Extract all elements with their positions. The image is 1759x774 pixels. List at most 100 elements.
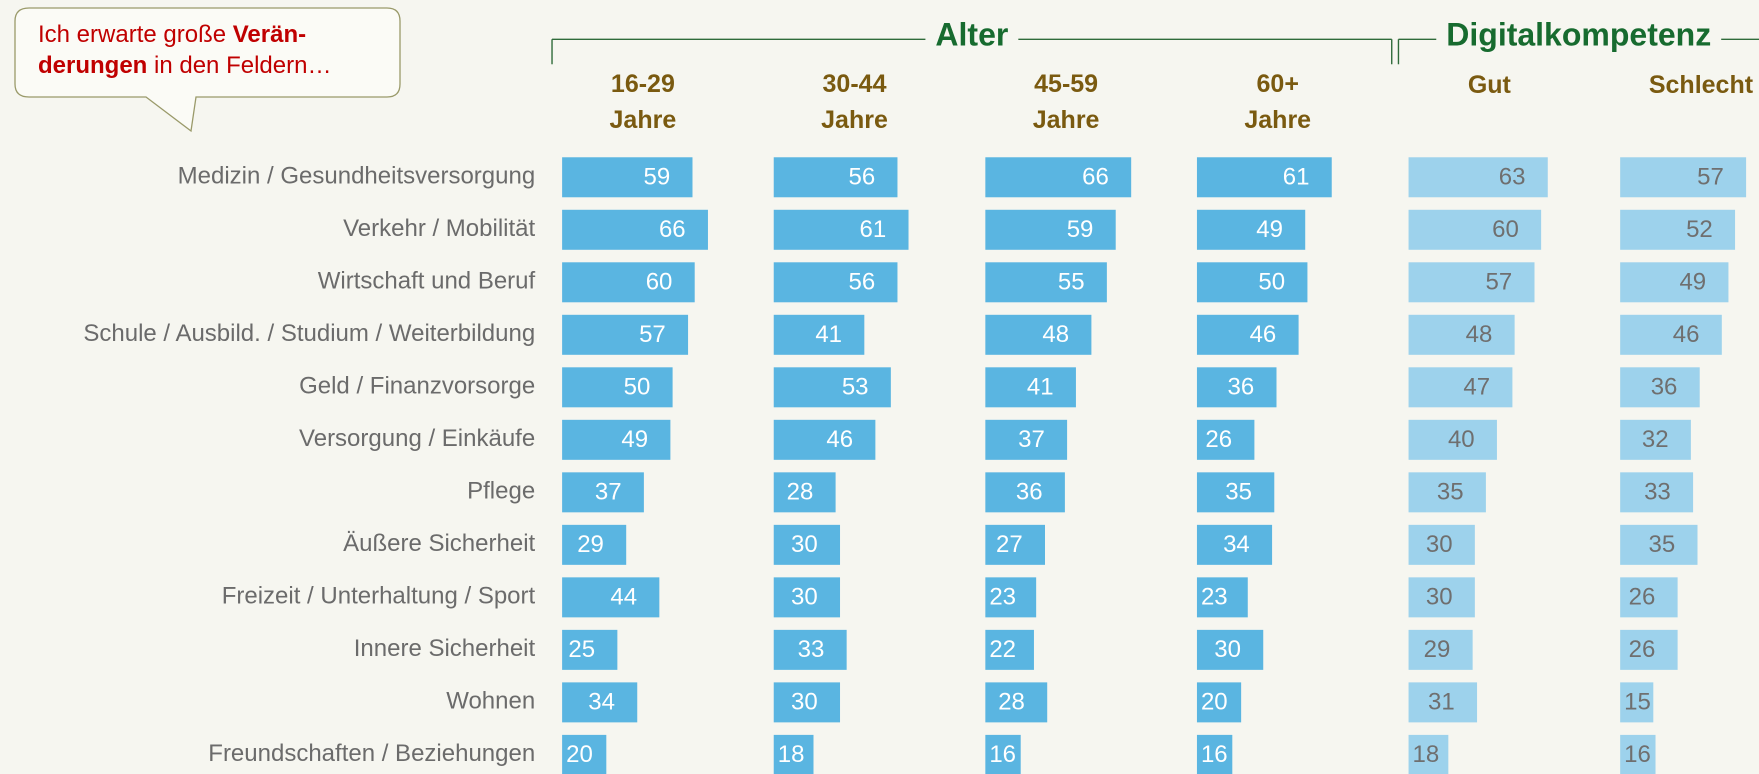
bar — [1196, 209, 1306, 250]
value-label: 16 — [1624, 741, 1651, 768]
callout-text: derungen — [38, 52, 147, 79]
bar — [562, 734, 607, 774]
value-label: 37 — [595, 479, 622, 506]
bar — [773, 419, 876, 460]
category-label: Wirtschaft und Beruf — [318, 268, 536, 295]
bar — [562, 419, 671, 460]
callout-text: Verän- — [233, 21, 306, 48]
bar — [985, 419, 1068, 460]
value-label: 29 — [1424, 636, 1451, 663]
bar — [562, 472, 644, 513]
value-label: 35 — [1225, 479, 1252, 506]
value-label: 46 — [826, 426, 853, 453]
value-label: 34 — [588, 689, 615, 716]
value-label: 66 — [1082, 164, 1109, 191]
bar — [985, 209, 1116, 250]
value-label: 49 — [1679, 269, 1706, 296]
bar — [985, 734, 1021, 774]
callout-text: Ich erwarte große — [38, 21, 233, 48]
value-label: 59 — [1067, 216, 1094, 243]
value-label: 60 — [1492, 216, 1519, 243]
value-label: 26 — [1205, 426, 1232, 453]
value-label: 50 — [624, 374, 651, 401]
value-label: 61 — [1283, 164, 1310, 191]
bar — [1620, 524, 1698, 565]
value-label: 18 — [1413, 741, 1440, 768]
bar — [985, 629, 1034, 670]
value-label: 28 — [787, 479, 814, 506]
bar — [1408, 262, 1535, 303]
bar — [773, 262, 898, 303]
value-label: 33 — [1644, 479, 1671, 506]
value-label: 26 — [1629, 636, 1656, 663]
bar — [1408, 157, 1548, 198]
category-label: Medizin / Gesundheitsversorgung — [178, 163, 536, 190]
value-label: 36 — [1651, 374, 1678, 401]
value-label: 41 — [815, 321, 842, 348]
bar — [562, 314, 689, 355]
value-label: 18 — [778, 741, 805, 768]
value-label: 46 — [1673, 321, 1700, 348]
bar — [1408, 629, 1473, 670]
bar — [985, 524, 1046, 565]
value-label: 63 — [1499, 164, 1526, 191]
category-label: Wohnen — [446, 688, 535, 715]
bar — [562, 157, 693, 198]
bar — [1196, 262, 1308, 303]
value-label: 34 — [1223, 531, 1250, 558]
value-label: 48 — [1042, 321, 1069, 348]
bar — [1196, 314, 1299, 355]
bar — [1196, 629, 1264, 670]
bar — [562, 682, 638, 723]
value-label: 52 — [1686, 216, 1713, 243]
value-label: 22 — [989, 636, 1016, 663]
group-title: Digitalkompetenz — [1446, 16, 1711, 52]
bar — [562, 629, 618, 670]
bar — [562, 577, 660, 618]
value-label: 60 — [646, 269, 673, 296]
series-header: 30-44 — [823, 70, 887, 98]
value-label: 37 — [1018, 426, 1045, 453]
value-label: 57 — [1486, 269, 1513, 296]
value-label: 30 — [791, 584, 818, 611]
series-header: Jahre — [1244, 106, 1311, 134]
bar — [1620, 209, 1736, 250]
value-label: 30 — [791, 689, 818, 716]
value-label: 23 — [989, 584, 1016, 611]
value-label: 30 — [791, 531, 818, 558]
category-label: Äußere Sicherheit — [343, 530, 535, 557]
value-label: 28 — [998, 689, 1025, 716]
bar — [985, 314, 1092, 355]
bar — [985, 472, 1065, 513]
bar — [1620, 629, 1678, 670]
value-label: 20 — [566, 741, 593, 768]
bar — [1196, 682, 1242, 723]
bar — [1196, 157, 1332, 198]
bar — [1408, 209, 1542, 250]
bar — [773, 157, 898, 198]
bar — [773, 734, 814, 774]
bar — [1196, 734, 1233, 774]
bar — [985, 262, 1107, 303]
bar — [1196, 524, 1273, 565]
category-label: Freundschaften / Beziehungen — [208, 740, 535, 767]
bar — [773, 629, 847, 670]
category-label: Geld / Finanzvorsorge — [299, 373, 535, 400]
bar — [1408, 367, 1513, 408]
bar — [1620, 262, 1729, 303]
bar — [1408, 577, 1475, 618]
series-header: 60+ — [1257, 70, 1299, 98]
bar — [985, 367, 1076, 408]
bar — [985, 157, 1132, 198]
category-label: Innere Sicherheit — [354, 635, 536, 662]
value-label: 16 — [989, 741, 1016, 768]
value-label: 56 — [848, 269, 875, 296]
bar — [562, 262, 695, 303]
category-label: Versorgung / Einkäufe — [299, 425, 535, 452]
callout-text: in den Feldern… — [147, 52, 331, 79]
bar — [1620, 734, 1656, 774]
bar — [773, 314, 865, 355]
bar — [1620, 314, 1722, 355]
value-label: 32 — [1642, 426, 1669, 453]
